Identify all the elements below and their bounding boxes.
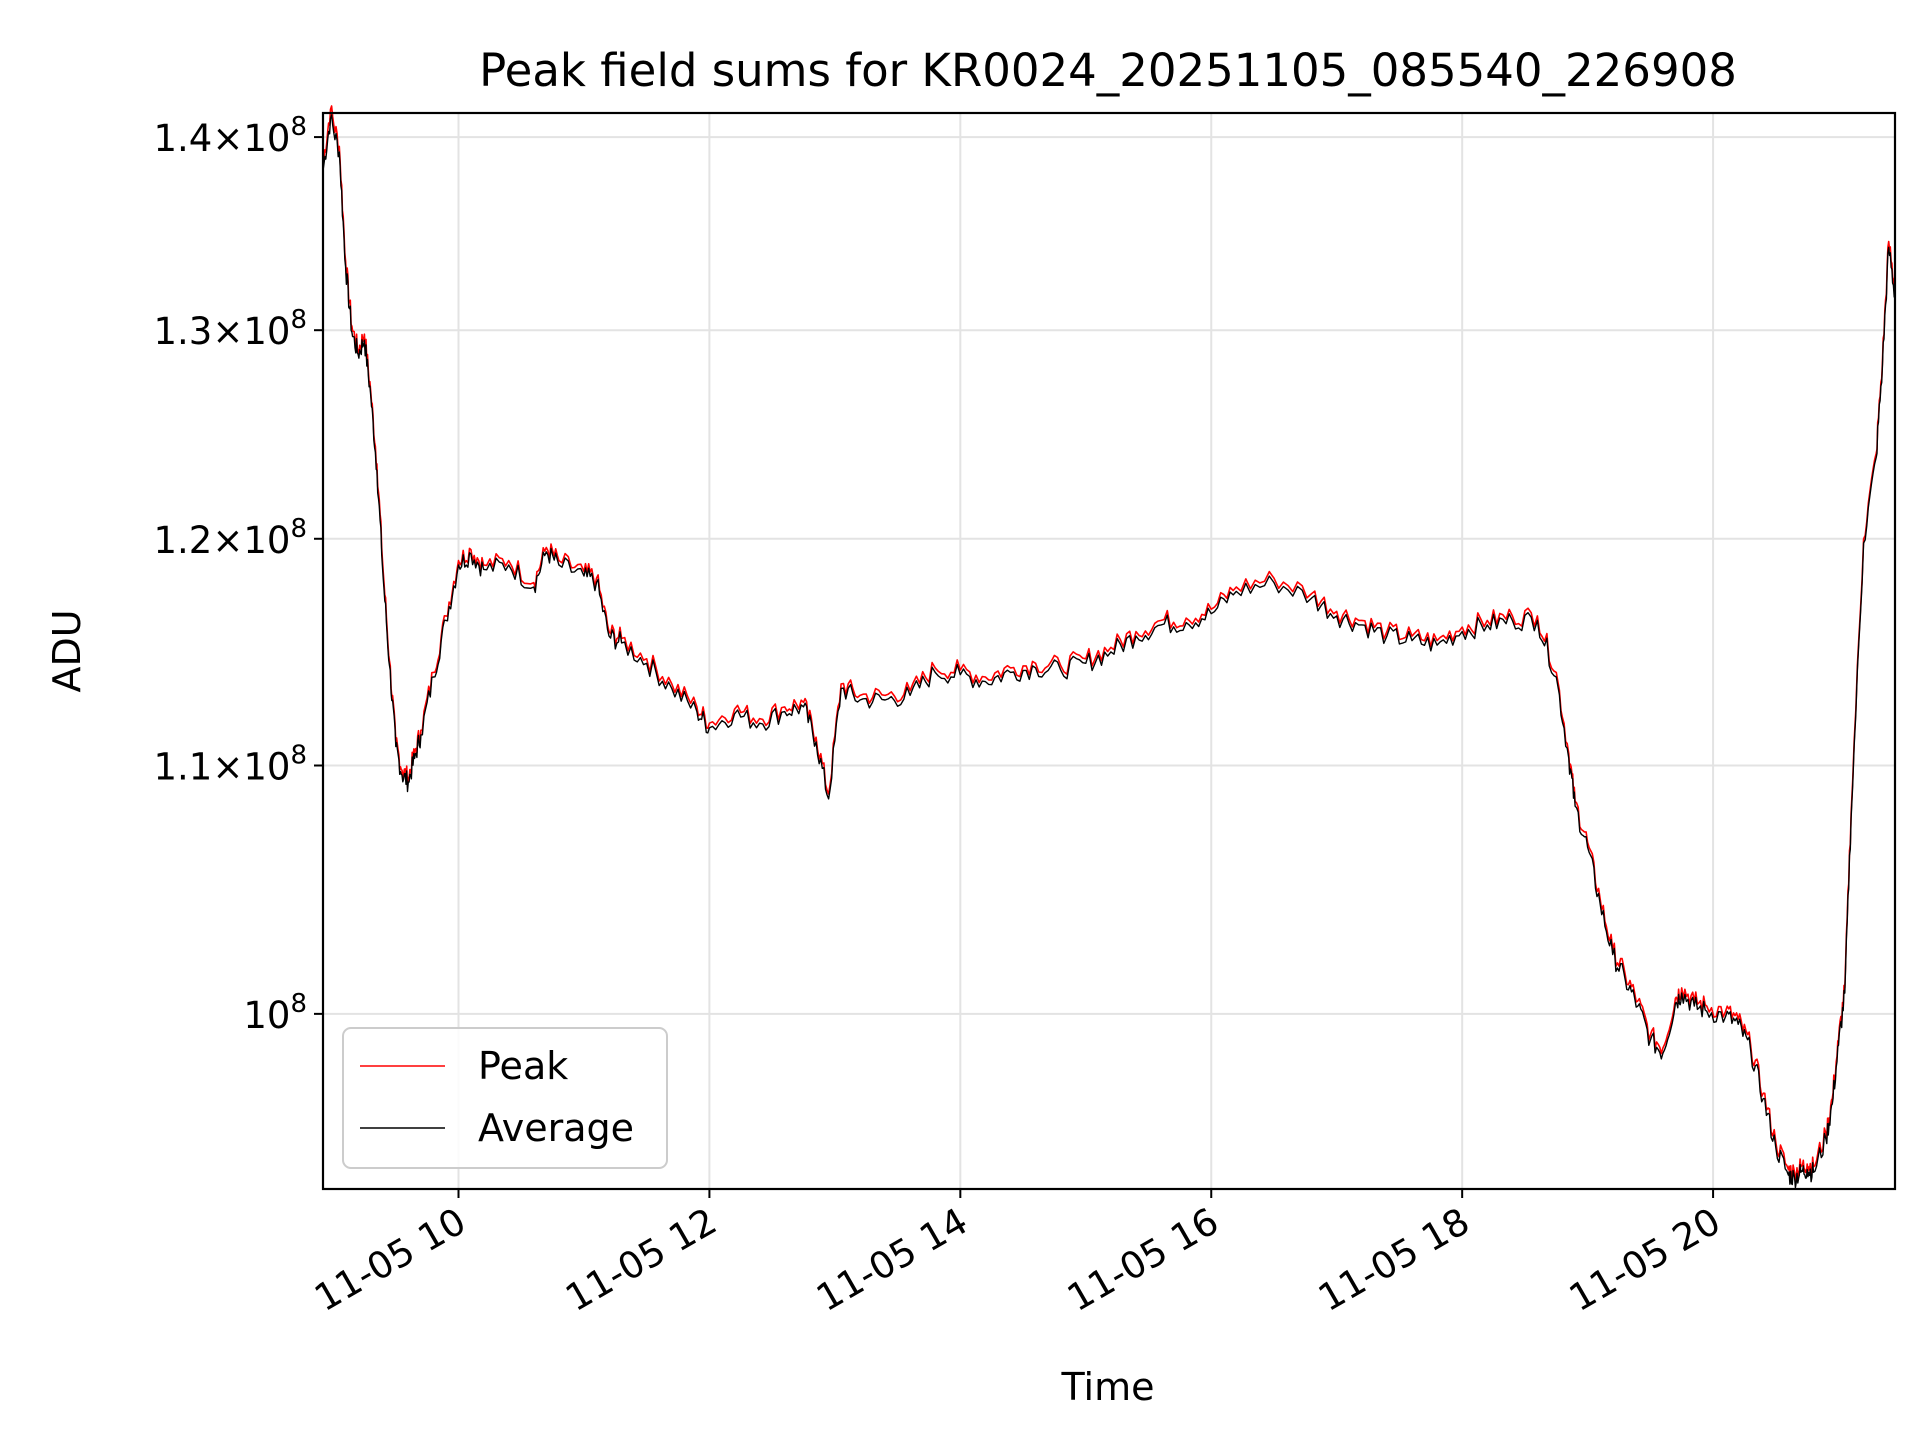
x-axis-title: Time — [1061, 1365, 1155, 1409]
y-axis-title: ADU — [45, 609, 89, 692]
legend-label-peak: Peak — [478, 1044, 568, 1088]
grid-layer — [323, 113, 1895, 1189]
y-tick-label: 1.4×108 — [154, 112, 308, 160]
y-tick-label: 108 — [243, 989, 307, 1037]
chart-title: Peak field sums for KR0024_20251105_0855… — [479, 44, 1737, 97]
series-line-average — [322, 114, 1896, 1189]
plot-frame — [321, 111, 1897, 1191]
y-axis-ticks: 108 1.1×108 1.2×108 1.3×108 1.4×108 — [154, 112, 323, 1037]
legend-label-average: Average — [478, 1106, 634, 1150]
y-tick-label: 1.3×108 — [154, 305, 308, 353]
legend: Peak Average — [342, 1027, 668, 1169]
series-layer — [322, 105, 1896, 1189]
legend-box — [342, 1027, 668, 1169]
y-tick-label: 1.1×108 — [154, 741, 308, 789]
y-tick-label: 1.2×108 — [154, 514, 308, 562]
